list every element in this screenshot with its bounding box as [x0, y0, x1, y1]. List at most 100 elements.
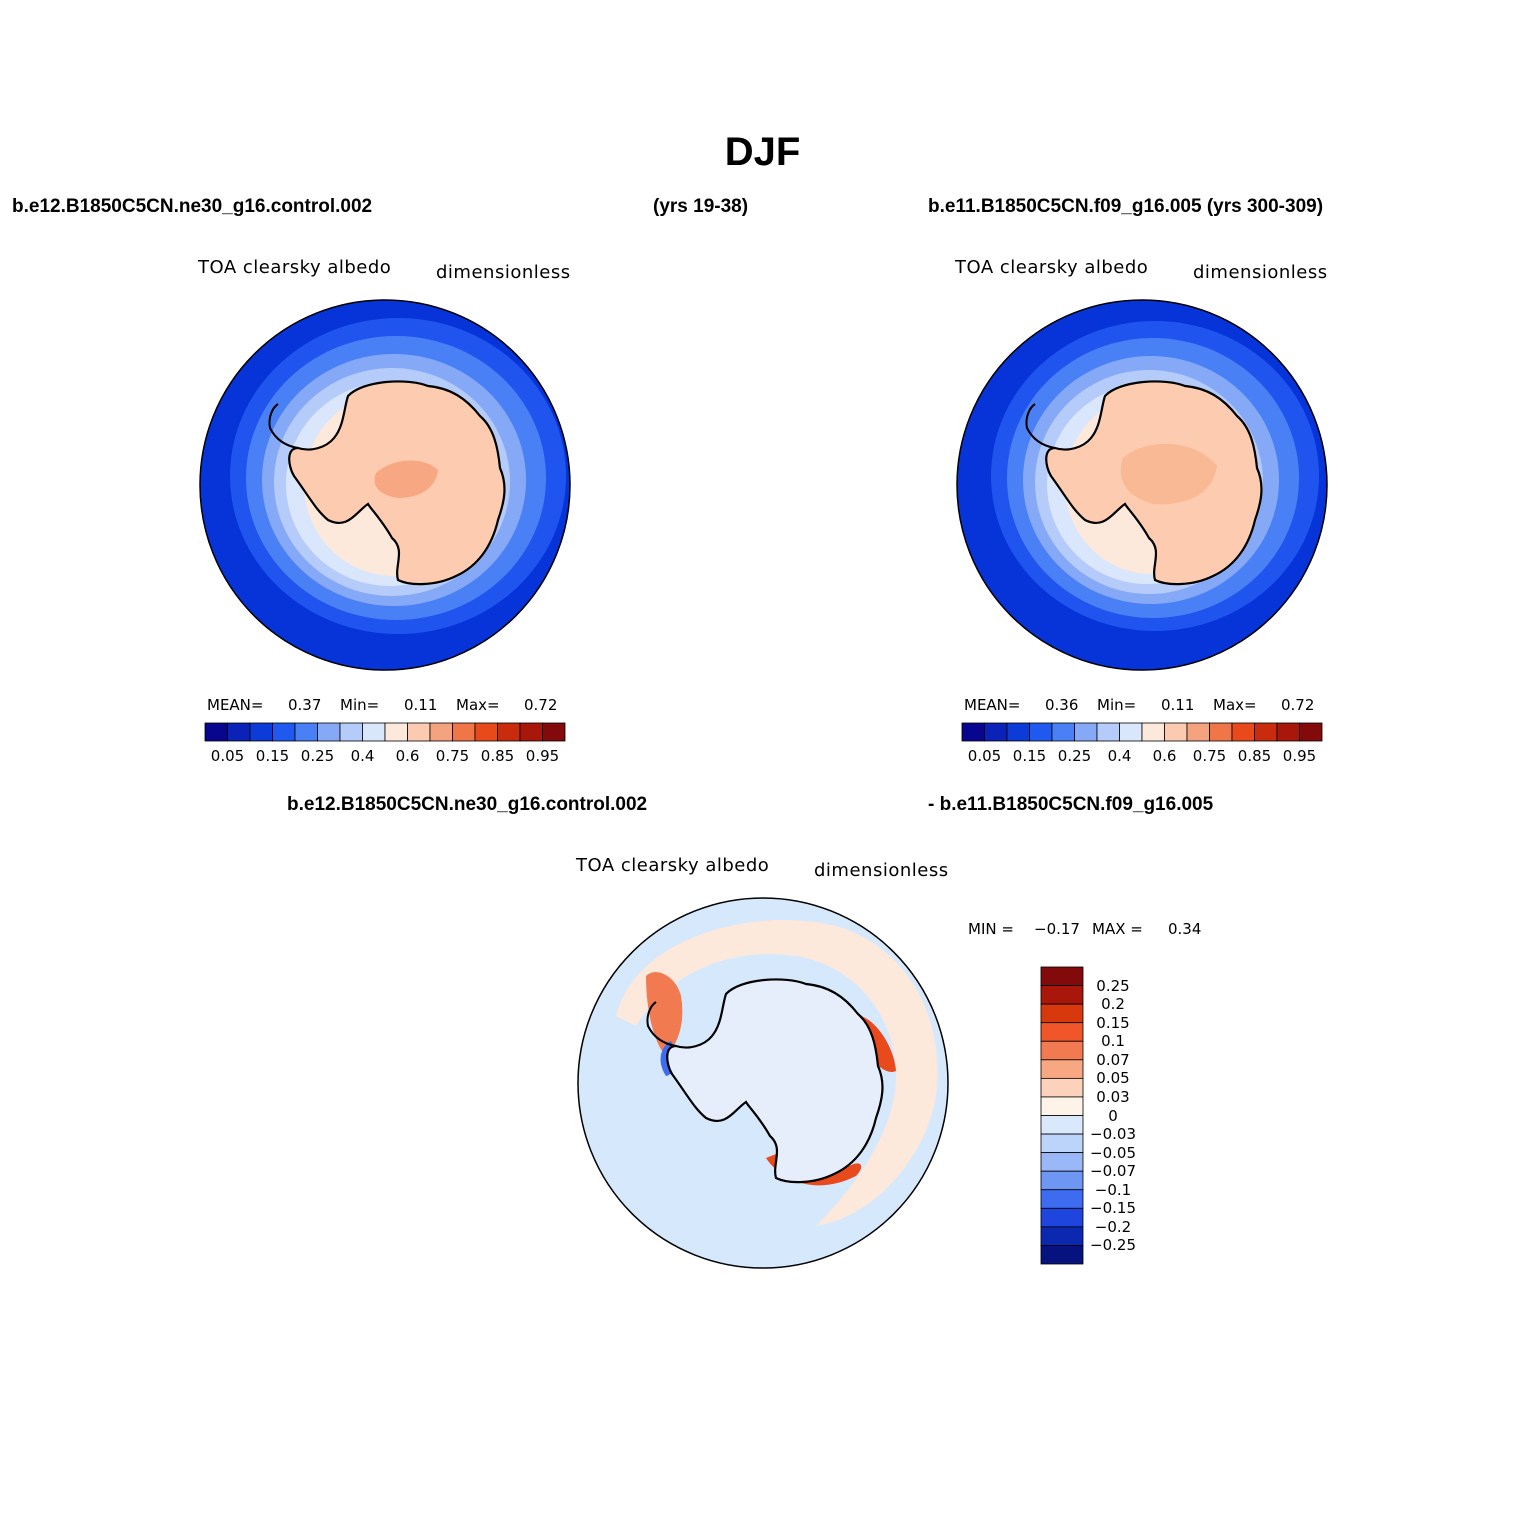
colorbar-diff-tick-label: −0.1 — [1094, 1180, 1132, 1199]
colorbar1-swatch — [317, 722, 341, 742]
colorbar1-tick-label: 0.25 — [300, 747, 335, 765]
colorbar1-swatch — [294, 722, 318, 742]
colorbar-diff-tick-label: −0.03 — [1090, 1125, 1136, 1144]
panel2-units: dimensionless — [1193, 262, 1328, 283]
colorbar1-swatch — [249, 722, 273, 742]
panel3-max-label: MAX = — [1092, 920, 1143, 938]
colorbar-diff-tick-label: −0.2 — [1094, 1217, 1132, 1236]
colorbar1-swatch — [429, 722, 453, 742]
colorbar-diff-tick-label: −0.07 — [1090, 1162, 1136, 1181]
colorbar-panel-1 — [204, 722, 566, 742]
panel2-min-label: Min= — [1097, 696, 1137, 714]
colorbar-diff-swatch — [1040, 1152, 1084, 1172]
panel3-max-value: 0.34 — [1168, 920, 1202, 938]
panel2-min-value: 0.11 — [1161, 696, 1195, 714]
colorbar1-swatch — [407, 722, 431, 742]
case-label-right: b.e11.B1850C5CN.f09_g16.005 (yrs 300-309… — [928, 196, 1324, 217]
colorbar-panel-2 — [961, 722, 1323, 742]
colorbar2-swatch — [1254, 722, 1278, 742]
colorbar2-swatch — [1186, 722, 1210, 742]
colorbar2-tick-label: 0.75 — [1192, 747, 1227, 765]
peninsula-coast — [268, 403, 299, 449]
panel3-units: dimensionless — [814, 860, 949, 881]
colorbar-diff-swatch — [1040, 1245, 1084, 1265]
colorbar2-tick-label: 0.4 — [1107, 747, 1132, 765]
colorbar1-swatch — [497, 722, 521, 742]
colorbar2-swatch — [1029, 722, 1053, 742]
colorbar1-tick-label: 0.75 — [435, 747, 470, 765]
panel1-max-value: 0.72 — [524, 696, 558, 714]
colorbar2-swatch — [1231, 722, 1255, 742]
colorbar1-swatch — [227, 722, 251, 742]
colorbar1-swatch — [542, 722, 566, 742]
colorbar-diff-tick-label: 0.2 — [1101, 995, 1125, 1014]
colorbar2-swatch — [1051, 722, 1075, 742]
panel3-min-label: MIN = — [968, 920, 1014, 938]
colorbar2-tick-label: 0.15 — [1012, 747, 1047, 765]
colorbar1-tick-label: 0.6 — [395, 747, 420, 765]
panel1-min-label: Min= — [340, 696, 380, 714]
page-title: DJF — [724, 130, 801, 174]
colorbar1-swatch — [519, 722, 543, 742]
colorbar2-tick-label: 0.25 — [1057, 747, 1092, 765]
colorbar1-swatch — [204, 722, 228, 742]
colorbar-diff-tick-label: 0.25 — [1096, 976, 1130, 995]
colorbar-diff-swatch — [1040, 1189, 1084, 1209]
panel1-mean-value: 0.37 — [288, 696, 322, 714]
panel1-variable: TOA clearsky albedo — [198, 257, 392, 278]
panel1-mean-label: MEAN= — [207, 696, 264, 714]
interior-high-albedo — [374, 460, 438, 498]
colorbar-diff-swatch — [1040, 1207, 1084, 1228]
panel1-max-label: Max= — [456, 696, 500, 714]
panel3-variable: TOA clearsky albedo — [576, 855, 770, 876]
panel2-max-label: Max= — [1213, 696, 1257, 714]
colorbar-diff — [1040, 966, 1084, 1265]
colorbar1-tick-label: 0.15 — [255, 747, 290, 765]
colorbar2-swatch — [961, 722, 985, 742]
colorbar2-tick-label: 0.6 — [1152, 747, 1177, 765]
colorbar-diff-swatch — [1040, 1170, 1084, 1191]
colorbar-diff-swatch — [1040, 1133, 1084, 1154]
panel2-mean-value: 0.36 — [1045, 696, 1079, 714]
colorbar-diff-swatch — [1040, 1022, 1084, 1042]
panel2-mean-label: MEAN= — [964, 696, 1021, 714]
colorbar2-swatch — [1096, 722, 1120, 742]
colorbar-diff-tick-label: −0.05 — [1090, 1143, 1136, 1162]
map-border — [199, 299, 571, 671]
colorbar2-tick-label: 0.85 — [1237, 747, 1272, 765]
colorbar-diff-tick-label: 0.07 — [1096, 1050, 1130, 1069]
colorbar2-swatch — [1164, 722, 1188, 742]
colorbar-diff-tick-label: 0.03 — [1096, 1087, 1130, 1106]
colorbar-diff-tick-label: −0.15 — [1090, 1199, 1136, 1218]
panel2-max-value: 0.72 — [1281, 696, 1315, 714]
colorbar1-swatch — [474, 722, 498, 742]
peninsula-coast — [1025, 403, 1056, 449]
colorbar-diff-tick-label: 0.1 — [1101, 1032, 1125, 1051]
colorbar2-swatch — [1299, 722, 1323, 742]
colorbar-diff-swatch — [1040, 1115, 1084, 1135]
colorbar2-swatch — [1141, 722, 1165, 742]
antarctica-coastline — [666, 978, 884, 1184]
diff-case-left: b.e12.B1850C5CN.ne30_g16.control.002 — [287, 794, 648, 815]
colorbar-diff-tick-label: 0 — [1108, 1106, 1118, 1125]
colorbar1-tick-label: 0.95 — [525, 747, 560, 765]
map-panel-1 — [199, 299, 571, 671]
colorbar2-swatch — [1074, 722, 1098, 742]
map-panel-2 — [956, 299, 1328, 671]
colorbar2-swatch — [1209, 722, 1233, 742]
panel1-min-value: 0.11 — [404, 696, 438, 714]
years-label-left: (yrs 19-38) — [653, 196, 749, 217]
colorbar1-swatch — [339, 722, 363, 742]
colorbar-diff-swatch — [1040, 1059, 1084, 1079]
colorbar1-swatch — [362, 722, 386, 742]
colorbar-diff-swatch — [1040, 1040, 1084, 1061]
colorbar-diff-tick-label: −0.25 — [1090, 1236, 1136, 1255]
peninsula-coast — [646, 1001, 677, 1047]
colorbar1-tick-label: 0.4 — [350, 747, 375, 765]
colorbar-diff-swatch — [1040, 1077, 1084, 1098]
colorbar1-tick-label: 0.85 — [480, 747, 515, 765]
panel2-variable: TOA clearsky albedo — [955, 257, 1149, 278]
colorbar-diff-swatch — [1040, 1003, 1084, 1024]
map-border — [577, 897, 949, 1269]
colorbar2-swatch — [1119, 722, 1143, 742]
